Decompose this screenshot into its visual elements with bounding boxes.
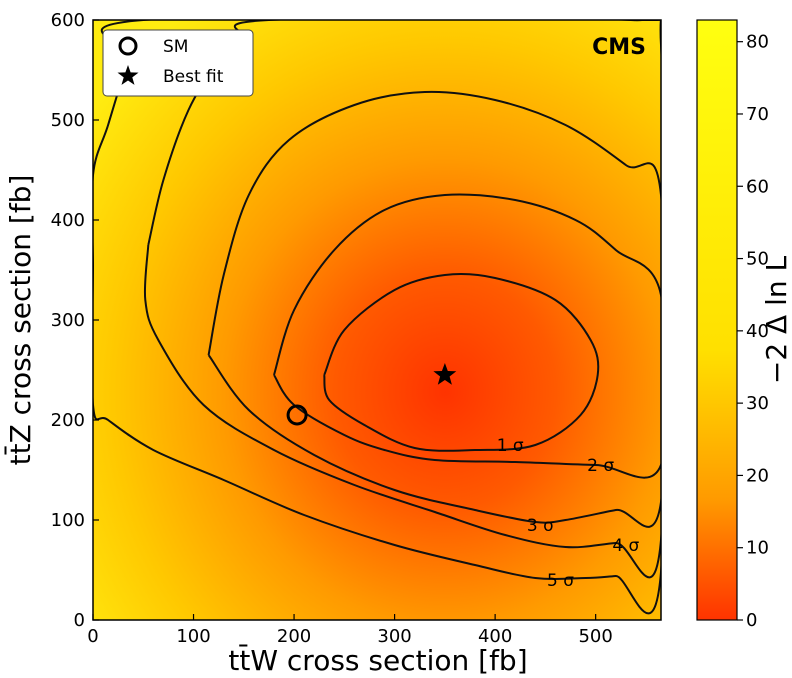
contour-line-1sigma [323,272,600,452]
x-tick-label: 200 [277,626,311,647]
legend-best-fit-label: Best fit [163,67,224,87]
colorbar-ticks: 0 10 20 30 40 50 60 70 80 [737,32,769,631]
contour-label-5sigma: 5 σ [547,571,574,591]
legend-sm-marker [118,36,138,56]
contour-label-4sigma: 4 σ [612,536,639,556]
legend: SM Best fit [102,29,254,97]
contour-labels: 1 σ 2 σ 3 σ 4 σ 5 σ [497,436,640,591]
colorbar-tick-label: 20 [746,465,769,486]
colorbar-label: −2 Δ ln L [760,255,792,384]
y-tick-label: 300 [51,310,85,331]
colorbar-tick-label: 80 [746,32,769,53]
x-axis-ticks: 0 100 200 300 400 500 [87,614,613,647]
y-tick-label: 500 [51,110,85,131]
contour-label-2sigma: 2 σ [587,456,614,476]
colorbar-tick-label: 50 [746,249,769,270]
x-tick-label: 400 [478,626,512,647]
colorbar-tick-label: 0 [746,610,757,631]
heatmap-background [93,20,661,620]
contour-line-3sigma [207,90,661,528]
legend-sm-label: SM [163,37,188,57]
best-fit-marker [433,363,457,385]
x-axis-label: tt̄W cross section [fb] [228,643,527,677]
y-tick-label: 200 [51,410,85,431]
colorbar-tick-label: 30 [746,393,769,414]
legend-box [102,29,254,97]
colorbar-tick-label: 10 [746,538,769,559]
y-axis-ticks: 0 100 200 300 400 500 600 [51,10,99,631]
colorbar-tick-label: 60 [746,176,769,197]
contour-label-3sigma: 3 σ [527,516,554,536]
x-tick-label: 0 [87,626,98,647]
y-tick-label: 0 [74,610,85,631]
experiment-label: CMS [592,35,646,60]
legend-best-fit-marker [117,65,139,85]
markers [286,363,457,426]
sm-marker [286,404,308,426]
y-axis-label: tt̄Z cross section [fb] [3,175,37,466]
colorbar-tick-label: 70 [746,104,769,125]
y-tick-label: 600 [51,10,85,31]
contour-label-1sigma: 1 σ [497,436,524,456]
x-tick-label: 100 [176,626,210,647]
x-tick-label: 300 [377,626,411,647]
colorbar-tick-label: 40 [746,321,769,342]
contour-line-2sigma [273,193,661,479]
colorbar [696,19,738,621]
y-tick-label: 400 [51,210,85,231]
y-tick-label: 100 [51,510,85,531]
x-tick-label: 500 [578,626,612,647]
